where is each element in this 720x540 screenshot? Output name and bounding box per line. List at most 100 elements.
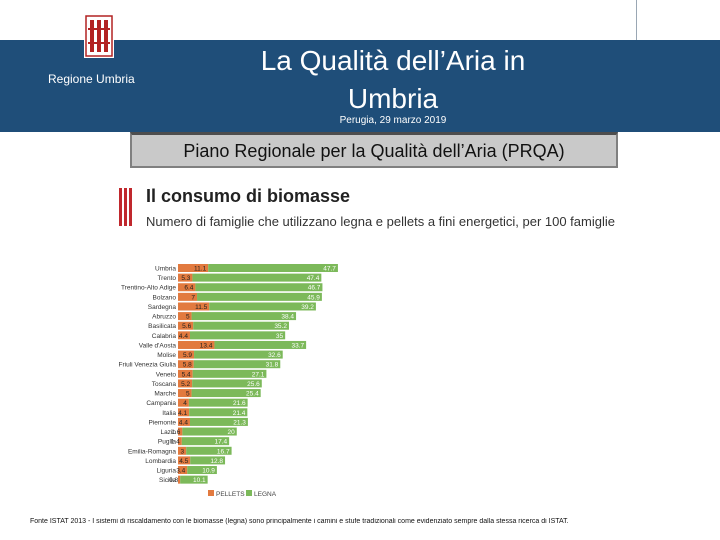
category-label: Sardegna: [148, 304, 177, 311]
legna-bar: [189, 331, 286, 340]
legna-value-label: 32.6: [268, 352, 281, 359]
legna-bar: [191, 312, 297, 321]
pellets-bar: [178, 398, 189, 407]
legna-value-label: 31.8: [266, 362, 279, 369]
header-band: [0, 40, 720, 132]
pellets-bar: [178, 312, 192, 321]
pellets-value-label: 5.4: [182, 371, 191, 378]
legna-bar: [209, 302, 316, 311]
pellets-bar: [178, 273, 193, 282]
page-title: La Qualità dell’Aria in Umbria: [218, 42, 568, 118]
legna-bar: [190, 456, 226, 465]
legna-value-label: 21.3: [233, 419, 246, 426]
pellets-bar: [178, 292, 198, 301]
pellets-bar: [178, 417, 190, 426]
legna-bar: [193, 360, 281, 369]
legna-bar: [192, 273, 322, 282]
legend-legna-swatch: [246, 490, 252, 496]
legna-value-label: 33.7: [291, 342, 304, 349]
category-label: Trentino-Alto Adige: [121, 285, 176, 292]
category-label: Marche: [154, 391, 176, 398]
pellets-value-label: 11.5: [195, 304, 208, 311]
legna-value-label: 46.7: [308, 285, 321, 292]
pellets-bar: [178, 340, 215, 349]
pellets-value-label: 4.5: [179, 458, 188, 465]
chart-title: Il consumo di biomasse: [146, 186, 351, 206]
pellets-value-label: 4.4: [179, 333, 188, 340]
category-label: Piemonte: [149, 419, 177, 426]
pellets-value-label: 6.4: [184, 285, 193, 292]
legna-bar: [192, 369, 267, 378]
legna-bar: [195, 283, 323, 292]
pellets-value-label: 5.6: [182, 323, 191, 330]
pellets-bar: [178, 475, 181, 484]
pellets-bar: [178, 321, 194, 330]
pellets-bar: [178, 302, 210, 311]
category-label: Lazio: [160, 429, 176, 436]
legna-value-label: 20: [228, 429, 236, 436]
legna-bar: [191, 389, 261, 398]
pellets-value-label: 0.8: [169, 477, 178, 484]
category-label: Basilicata: [148, 323, 176, 330]
legna-bar: [187, 466, 217, 475]
legna-bar: [186, 446, 232, 455]
category-label: Friuli Venezia Giulia: [119, 362, 177, 369]
pellets-value-label: 4: [183, 400, 187, 407]
legna-value-label: 10.1: [193, 477, 206, 484]
pellets-value-label: 7: [191, 294, 195, 301]
biomass-bar-chart: Umbria 11.1 47.7 Trento 5.3 47.4 Trentino-Alto…: [119, 264, 338, 498]
legend-legna-label: LEGNA: [254, 491, 277, 498]
pellets-value-label: 5: [186, 314, 190, 321]
category-label: Toscana: [152, 381, 177, 388]
legna-value-label: 47.4: [307, 275, 320, 282]
legna-value-label: 17.4: [214, 439, 227, 446]
page-title-line2: Umbria: [347, 83, 439, 114]
category-label: Bolzano: [153, 294, 177, 301]
pellets-bar: [178, 264, 209, 272]
legna-value-label: 25.6: [247, 381, 260, 388]
category-label: Molise: [157, 352, 176, 359]
category-label: Italia: [162, 410, 176, 417]
pellets-value-label: 5.2: [181, 381, 190, 388]
legna-value-label: 12.8: [210, 458, 223, 465]
pellets-value-label: 13.4: [200, 342, 213, 349]
source-footnote: Fonte ISTAT 2013 - I sistemi di riscalda…: [30, 518, 569, 525]
date-location: Perugia, 29 marzo 2019: [339, 115, 447, 126]
legna-bar: [182, 427, 237, 436]
pellets-bar: [178, 379, 193, 388]
pellets-bar: [178, 408, 190, 417]
legna-value-label: 21.4: [233, 410, 246, 417]
pellets-value-label: 5.9: [183, 352, 192, 359]
pellets-bar: [178, 466, 188, 475]
category-label: Puglia: [158, 439, 176, 446]
legna-value-label: 45.9: [307, 294, 320, 301]
category-label: Abruzzo: [152, 314, 176, 321]
pellets-value-label: 4.1: [178, 410, 187, 417]
pellets-bar: [178, 283, 196, 292]
header-divider-line: [636, 0, 637, 40]
pellets-bar: [178, 389, 192, 398]
category-label: Trento: [157, 275, 176, 282]
legna-value-label: 21.6: [233, 400, 246, 407]
plan-banner: Piano Regionale per la Qualità dell’Aria…: [130, 132, 618, 168]
pellets-value-label: 3: [181, 448, 185, 455]
pellets-bar: [178, 446, 187, 455]
legna-bar: [197, 292, 322, 301]
legna-bar: [194, 350, 283, 359]
pellets-bar: [178, 437, 182, 446]
category-label: Emilia-Romagna: [128, 448, 176, 455]
legna-bar: [189, 417, 248, 426]
legna-value-label: 35: [276, 333, 284, 340]
pellets-bar: [178, 456, 191, 465]
chart-accent-icon: [119, 188, 132, 226]
legna-value-label: 25.4: [246, 391, 259, 398]
category-label: Lombardia: [145, 458, 176, 465]
pellets-value-label: 5.3: [181, 275, 190, 282]
legna-bar: [192, 379, 262, 388]
pellets-value-label: 1.4: [171, 439, 180, 446]
legna-value-label: 27.1: [252, 371, 265, 378]
pellets-bar: [178, 360, 194, 369]
pellets-bar: [178, 369, 193, 378]
legna-bar: [193, 321, 289, 330]
legna-bar: [214, 340, 307, 349]
